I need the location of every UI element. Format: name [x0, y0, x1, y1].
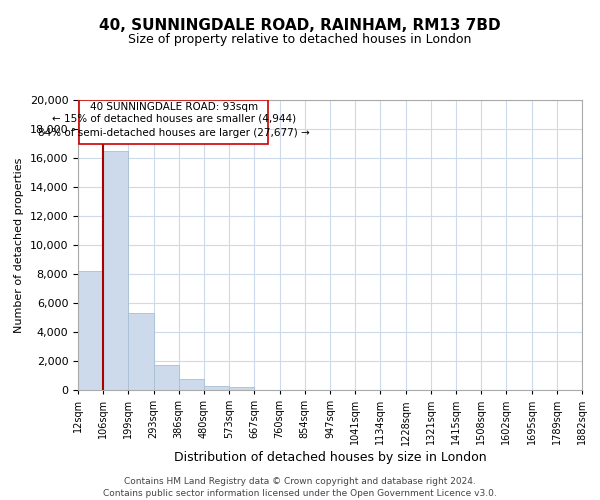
- Bar: [154, 364, 179, 390]
- Y-axis label: Number of detached properties: Number of detached properties: [14, 158, 24, 332]
- Bar: [78, 271, 103, 390]
- Text: ← 15% of detached houses are smaller (4,944): ← 15% of detached houses are smaller (4,…: [52, 114, 296, 124]
- Text: Contains public sector information licensed under the Open Government Licence v3: Contains public sector information licen…: [103, 489, 497, 498]
- Text: Contains HM Land Registry data © Crown copyright and database right 2024.: Contains HM Land Registry data © Crown c…: [124, 478, 476, 486]
- Text: 40, SUNNINGDALE ROAD, RAINHAM, RM13 7BD: 40, SUNNINGDALE ROAD, RAINHAM, RM13 7BD: [99, 18, 501, 32]
- Text: 40 SUNNINGDALE ROAD: 93sqm: 40 SUNNINGDALE ROAD: 93sqm: [89, 102, 258, 113]
- X-axis label: Distribution of detached houses by size in London: Distribution of detached houses by size …: [173, 452, 487, 464]
- Bar: [128, 313, 154, 390]
- Bar: [103, 151, 128, 390]
- Bar: [79, 100, 268, 144]
- Bar: [179, 379, 204, 390]
- Bar: [204, 386, 229, 390]
- Bar: [229, 388, 254, 390]
- Text: Size of property relative to detached houses in London: Size of property relative to detached ho…: [128, 32, 472, 46]
- Text: 84% of semi-detached houses are larger (27,677) →: 84% of semi-detached houses are larger (…: [38, 128, 310, 138]
